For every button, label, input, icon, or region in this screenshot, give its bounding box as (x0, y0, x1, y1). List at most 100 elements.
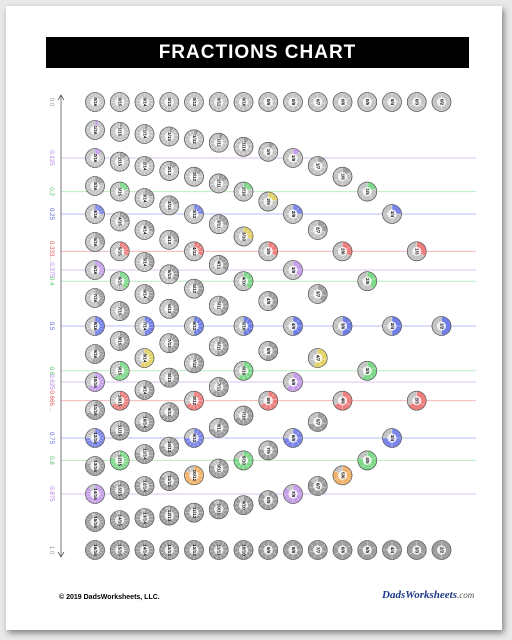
fraction-label: 12/12 (192, 544, 197, 556)
fraction-circle: 1/12 (184, 129, 204, 150)
fraction-label: 4/5 (365, 457, 370, 464)
fraction-circle: 0/11 (208, 92, 229, 112)
fraction-circle: 0/10 (233, 92, 254, 112)
label-disc (90, 181, 100, 191)
label-disc (313, 161, 323, 171)
circle-outline (258, 241, 279, 262)
fraction-circle: 4/12 (184, 241, 204, 262)
label-disc (90, 349, 100, 359)
fraction-circle: 12/14 (134, 476, 155, 496)
filled-portion (243, 271, 253, 289)
label-disc (164, 304, 174, 314)
filled-portion (441, 316, 451, 336)
circle-outline (109, 390, 130, 411)
circle-outline (134, 476, 155, 496)
circle-outline (283, 260, 303, 280)
label-disc (288, 265, 298, 275)
fraction-label: 7/11 (217, 383, 222, 392)
brand-logo: DadsWorksheets.com (382, 589, 474, 601)
fraction-label: 0/2 (439, 99, 444, 106)
filled-portion (209, 459, 229, 479)
circle-outline (184, 390, 204, 411)
circle-outline (134, 220, 155, 240)
label-disc (436, 545, 447, 555)
label-disc (288, 153, 298, 163)
axis-label: 0.666... (48, 390, 55, 411)
fraction-circle: 8/8 (283, 540, 303, 560)
fraction-circle: 3/14 (134, 188, 155, 208)
label-disc (412, 545, 422, 555)
fraction-label: 3/14 (142, 194, 147, 203)
fraction-label: 8/9 (266, 497, 271, 504)
circle-outline (134, 540, 155, 560)
circle-outline (283, 204, 303, 224)
fraction-label: 3/6 (340, 323, 345, 330)
fraction-label: 5/5 (365, 547, 370, 554)
fraction-label: 3/16 (93, 182, 98, 191)
fraction-label: 15/15 (118, 544, 123, 556)
circle-outline (406, 92, 427, 112)
circle-outline (258, 440, 279, 461)
fraction-circle: 3/12 (184, 204, 204, 224)
circle-outline (85, 148, 105, 168)
fraction-label: 9/13 (167, 408, 172, 417)
circle-outline (159, 264, 180, 285)
label-disc (90, 405, 100, 415)
circle-outline (307, 412, 328, 432)
fraction-circle: 4/11 (208, 255, 229, 275)
fraction-circle: 0/4 (382, 92, 402, 112)
fraction-circle: 5/8 (283, 372, 303, 392)
circle-outline (208, 418, 229, 438)
label-disc (189, 358, 199, 368)
label-disc (214, 138, 224, 148)
label-disc (164, 545, 174, 555)
fraction-label: 2/10 (241, 187, 246, 196)
fraction-circle: 7/11 (208, 377, 229, 397)
brand-main: Dads (382, 589, 406, 601)
fraction-label: 9/10 (241, 501, 246, 510)
fraction-label: 0/9 (266, 99, 271, 106)
label-disc (164, 131, 174, 142)
label-disc (139, 225, 150, 235)
fraction-circle: 6/11 (208, 336, 229, 357)
circle-outline (159, 230, 180, 250)
fraction-label: 9/14 (142, 386, 147, 395)
fraction-label: 7/12 (192, 359, 197, 368)
fraction-circle: 4/4 (382, 540, 402, 560)
circle-outline (283, 316, 303, 336)
fraction-circle: 15/16 (85, 512, 105, 532)
fraction-circle: 4/16 (85, 204, 105, 224)
fraction-label: 1/10 (241, 142, 246, 151)
fraction-circle: 12/15 (109, 450, 130, 471)
label-disc (90, 377, 100, 387)
fraction-circle: 3/8 (283, 260, 303, 280)
axis-label: 0.4 (48, 277, 55, 286)
circle-outline (134, 284, 155, 304)
fraction-circle: 8/13 (159, 367, 180, 388)
fraction-label: 9/9 (266, 547, 271, 554)
fraction-circle: 10/15 (109, 390, 130, 411)
circle-outline (134, 380, 155, 400)
fraction-circle: 7/15 (109, 301, 130, 321)
circle-outline (233, 495, 254, 516)
circle-outline (208, 336, 229, 357)
fraction-label: 3/13 (167, 201, 172, 210)
axis-label: 0.5 (48, 322, 55, 331)
fraction-circle: 9/16 (85, 344, 105, 364)
fraction-label: 13/13 (167, 544, 172, 556)
fraction-label: 6/9 (266, 397, 271, 404)
fraction-label: 8/15 (118, 336, 123, 345)
fraction-label: 3/11 (217, 220, 222, 229)
circle-outline (332, 316, 353, 336)
fraction-label: 8/10 (241, 456, 246, 465)
fraction-circle: 13/14 (134, 508, 155, 528)
label-disc (115, 306, 125, 316)
fraction-label: 1/2 (439, 323, 444, 330)
circle-outline (258, 191, 279, 212)
fraction-label: 0/14 (142, 98, 147, 107)
fraction-circle: 9/9 (258, 540, 279, 560)
fraction-circle: 4/13 (159, 230, 180, 250)
label-disc (238, 411, 249, 421)
fraction-circle: 4/5 (357, 450, 378, 471)
fraction-circle: 6/15 (109, 271, 130, 292)
